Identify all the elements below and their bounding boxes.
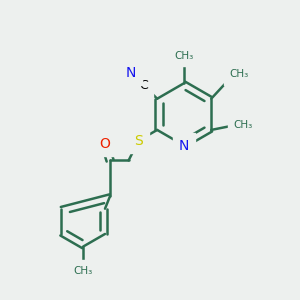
Text: CH₃: CH₃ (229, 69, 248, 80)
Text: C: C (139, 79, 148, 92)
Text: CH₃: CH₃ (233, 121, 253, 130)
Text: CH₃: CH₃ (175, 51, 194, 61)
Text: O: O (99, 136, 110, 151)
Text: N: N (179, 139, 189, 152)
Text: N: N (126, 66, 136, 80)
Text: CH₃: CH₃ (74, 266, 93, 276)
Text: S: S (134, 134, 143, 148)
